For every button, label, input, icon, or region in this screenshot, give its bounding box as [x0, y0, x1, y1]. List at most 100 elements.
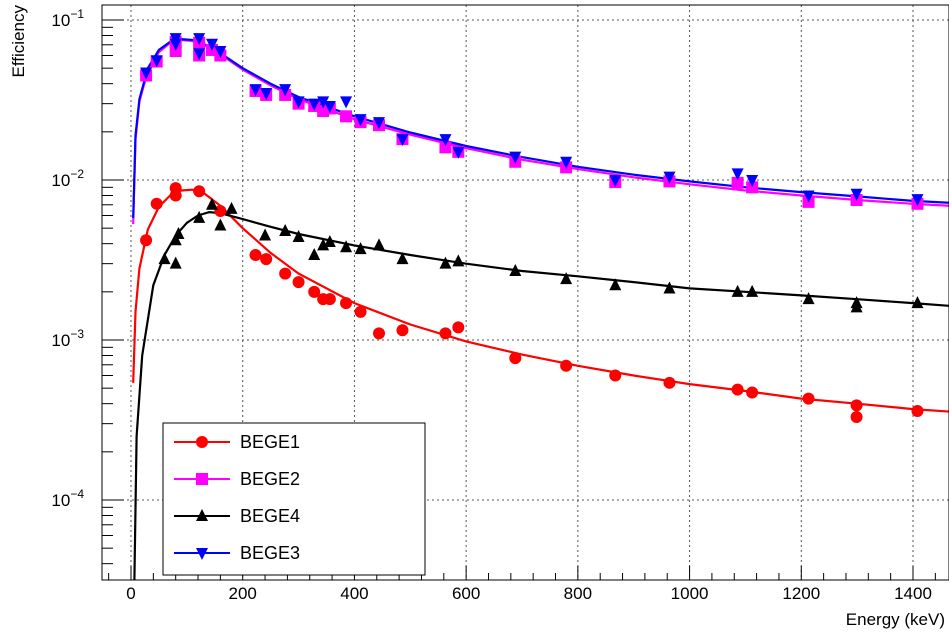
- data-point: [354, 305, 367, 318]
- data-point: [452, 254, 465, 267]
- data-point: [317, 96, 330, 109]
- data-point: [439, 256, 452, 269]
- y-axis-title: Efficiency: [9, 5, 28, 78]
- data-point: [850, 399, 863, 412]
- data-point: [323, 234, 336, 247]
- data-point: [249, 84, 262, 97]
- data-point: [169, 233, 182, 246]
- data-point: [560, 272, 573, 285]
- data-point: [354, 114, 367, 127]
- x-tick-label: 800: [564, 584, 592, 603]
- data-point: [850, 296, 863, 309]
- data-point: [169, 45, 182, 58]
- data-point: [354, 242, 367, 255]
- x-tick-label: 1200: [782, 584, 820, 603]
- data-point: [911, 296, 924, 309]
- data-point: [746, 175, 759, 187]
- data-point: [373, 238, 386, 251]
- data-point: [802, 190, 815, 203]
- data-point: [911, 194, 924, 207]
- data-point: [193, 33, 206, 46]
- y-axis-ticks: 10−1 10−2 10−3 10−4: [51, 7, 124, 565]
- data-point: [396, 324, 409, 337]
- data-point: [205, 197, 218, 210]
- legend-label: BEGE4: [240, 506, 300, 526]
- data-point: [249, 248, 262, 261]
- series-bege1: [140, 182, 924, 424]
- data-point: [663, 281, 676, 294]
- data-point: [663, 376, 676, 389]
- data-point: [150, 55, 163, 68]
- data-point: [193, 48, 206, 61]
- data-point: [509, 352, 522, 365]
- data-point: [158, 252, 171, 265]
- data-point: [609, 175, 622, 187]
- data-point: [279, 224, 292, 237]
- data-point: [260, 87, 273, 100]
- x-axis-ticks: 0 200 400 600 800 1000 1200 1400: [108, 566, 936, 603]
- data-point: [140, 234, 153, 247]
- legend-marker: [196, 509, 208, 521]
- x-tick-label: 600: [452, 584, 480, 603]
- data-point: [340, 110, 353, 123]
- legend-label: BEGE3: [240, 543, 300, 563]
- data-point: [214, 205, 227, 218]
- data-point: [292, 230, 305, 243]
- data-point: [439, 327, 452, 340]
- data-point: [731, 176, 744, 189]
- grid: [102, 5, 949, 580]
- y-tick-label: 10−3: [51, 327, 84, 350]
- data-point: [340, 96, 353, 109]
- data-point: [850, 188, 863, 201]
- data-point: [746, 386, 759, 399]
- data-point: [560, 359, 573, 372]
- legend-marker: [196, 548, 208, 560]
- x-tick-label: 1000: [671, 584, 709, 603]
- data-point: [731, 284, 744, 297]
- y-tick-label: 10−4: [51, 487, 84, 510]
- data-point: [323, 101, 336, 114]
- legend-marker: [196, 473, 208, 485]
- plot-frame: [101, 4, 949, 581]
- y-tick-label: 10−2: [51, 167, 84, 190]
- data-point: [323, 293, 336, 306]
- data-point: [802, 292, 815, 305]
- data-point: [308, 247, 321, 260]
- data-point: [509, 263, 522, 276]
- data-point: [609, 278, 622, 291]
- data-point: [308, 285, 321, 298]
- data-point: [509, 151, 522, 164]
- data-point: [452, 146, 465, 159]
- data-point: [172, 226, 185, 239]
- data-points: [140, 33, 924, 424]
- data-point: [560, 156, 573, 169]
- data-point: [193, 210, 206, 223]
- data-point: [169, 256, 182, 269]
- legend-marker: [196, 436, 208, 448]
- data-point: [850, 411, 863, 424]
- data-point: [308, 98, 321, 111]
- legend: BEGE1 BEGE2 BEGE4 BEGE3: [162, 422, 426, 576]
- data-point: [279, 267, 292, 280]
- data-point: [205, 38, 218, 51]
- data-point: [731, 383, 744, 396]
- data-point: [746, 284, 759, 297]
- data-point: [663, 171, 676, 184]
- data-point: [802, 392, 815, 405]
- x-tick-label: 400: [340, 584, 368, 603]
- data-point: [292, 276, 305, 289]
- data-point: [731, 168, 744, 181]
- data-point: [373, 327, 386, 340]
- data-point: [439, 134, 452, 147]
- data-point: [911, 404, 924, 417]
- data-point: [259, 228, 272, 241]
- series-bege3: [140, 33, 924, 207]
- data-point: [260, 253, 273, 266]
- data-point: [746, 181, 759, 194]
- data-point: [292, 96, 305, 109]
- data-point: [340, 240, 353, 253]
- data-point: [169, 189, 182, 202]
- data-point: [279, 84, 292, 97]
